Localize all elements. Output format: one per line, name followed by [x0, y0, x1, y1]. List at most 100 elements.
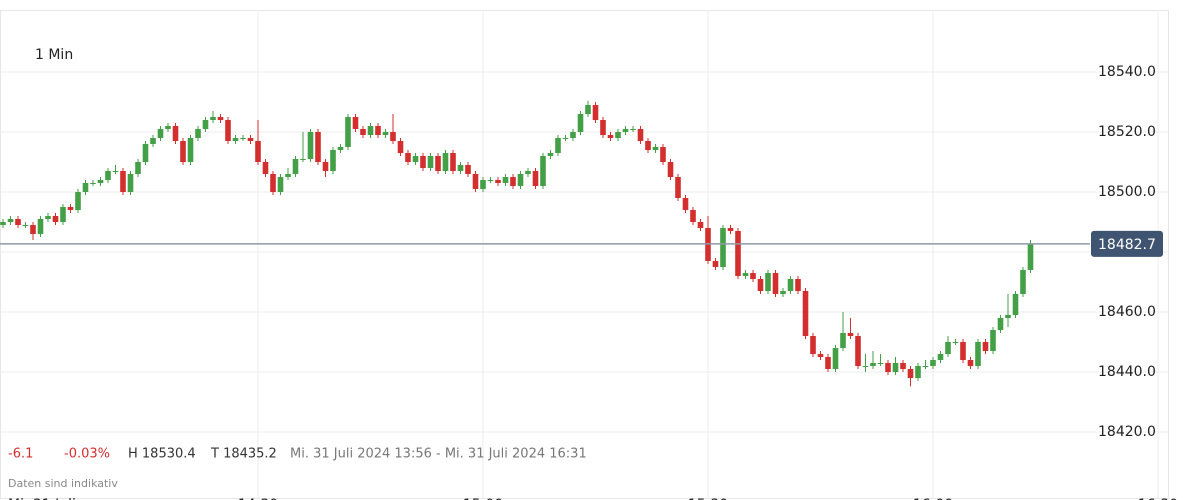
candle-body	[847, 333, 854, 336]
candle-body	[967, 360, 974, 366]
y-tick-label: 18460.0	[1098, 304, 1156, 320]
interval-label[interactable]: 1 Min	[35, 47, 73, 63]
candle-body	[540, 156, 546, 186]
candle-body	[1012, 294, 1019, 315]
candle-body	[855, 336, 861, 366]
candle-body	[712, 261, 719, 267]
candle-body	[952, 342, 959, 343]
candle-body	[525, 171, 531, 174]
candle-body	[225, 120, 231, 141]
candle-body	[390, 132, 396, 141]
candle-body	[22, 225, 29, 226]
candle-body	[150, 138, 156, 144]
x-tick-label: 14:30	[238, 497, 278, 500]
x-tick-label: 16:30	[1138, 497, 1178, 500]
candle-body	[877, 363, 884, 364]
candle-body	[345, 117, 351, 147]
candle-body	[240, 138, 246, 139]
candle-body	[195, 129, 201, 138]
candle-body	[97, 180, 104, 183]
candle-body	[382, 132, 389, 135]
candle-body	[742, 273, 749, 276]
candle-body	[157, 129, 164, 138]
candle-body	[247, 138, 254, 141]
candle-body	[360, 129, 366, 135]
candle-body	[217, 117, 224, 120]
candle-body	[7, 219, 14, 222]
candle-body	[765, 273, 771, 291]
candle-body	[352, 117, 359, 129]
candle-body	[112, 171, 119, 172]
y-tick-label: 18540.0	[1098, 64, 1156, 80]
candle-body	[30, 225, 36, 234]
candle-body	[997, 318, 1004, 330]
y-tick-label: 18420.0	[1098, 424, 1156, 440]
high-stat: H 18530.4	[128, 447, 196, 462]
candle-body	[652, 147, 659, 150]
candle-body	[960, 342, 966, 360]
candle-body	[862, 366, 869, 367]
candle-body	[330, 150, 336, 171]
candle-body	[802, 291, 809, 336]
candle-body	[892, 363, 899, 372]
candle-body	[937, 354, 944, 360]
candle-body	[82, 183, 89, 192]
candle-body	[472, 174, 479, 189]
candle-body	[592, 105, 599, 120]
candle-body	[75, 192, 81, 210]
candle-body	[682, 198, 689, 210]
candle-body	[285, 174, 291, 177]
x-tick-label: Mi. 31 Juli	[8, 497, 76, 500]
candle-body	[570, 132, 576, 138]
candle-body	[772, 273, 779, 294]
candle-body	[45, 216, 51, 219]
candle-body	[232, 138, 239, 141]
candle-body	[277, 177, 284, 192]
candle-body	[630, 129, 636, 130]
frame	[0, 10, 1169, 499]
candle-body	[720, 228, 726, 267]
candle-body	[142, 144, 149, 162]
candle-body	[480, 180, 486, 189]
candle-body	[615, 132, 621, 138]
candle-body	[405, 153, 411, 162]
candle-body	[210, 117, 216, 120]
note: Daten sind indikativ	[8, 477, 118, 490]
last-price-badge	[1091, 230, 1163, 257]
candle-body	[202, 120, 209, 129]
candle-body	[795, 279, 801, 291]
candle-body	[660, 147, 666, 162]
candle-body	[562, 138, 569, 139]
candle-body	[885, 363, 891, 372]
candle-body	[412, 156, 419, 162]
candle-body	[727, 228, 734, 231]
candle-body	[435, 156, 441, 171]
candle-body	[750, 273, 756, 279]
candle-body	[255, 141, 261, 162]
candle-body	[375, 126, 381, 135]
candle-body	[502, 177, 509, 183]
candle-body	[637, 129, 644, 141]
last-price-label: 18482.7	[1098, 237, 1156, 253]
candle-body	[577, 114, 584, 132]
candle-body	[622, 129, 629, 132]
candle-body	[1027, 243, 1034, 270]
x-tick-label: 15:00	[463, 497, 503, 500]
range: Mi. 31 Juli 2024 13:56 - Mi. 31 Juli 202…	[290, 447, 587, 462]
candle-body	[427, 156, 434, 168]
change-pct: -0.03%	[64, 447, 110, 462]
candle-body	[735, 231, 741, 276]
candle-body	[337, 147, 344, 150]
candle-body	[60, 207, 66, 222]
candle-body	[105, 171, 111, 180]
candle-body	[697, 222, 704, 228]
candle-body	[690, 210, 696, 222]
candle-body	[397, 141, 404, 153]
candle-body	[922, 366, 929, 367]
candle-body	[172, 126, 179, 141]
candle-body	[270, 174, 276, 192]
candle-body	[90, 183, 96, 184]
candle-body	[457, 165, 464, 171]
candle-body	[975, 342, 981, 366]
